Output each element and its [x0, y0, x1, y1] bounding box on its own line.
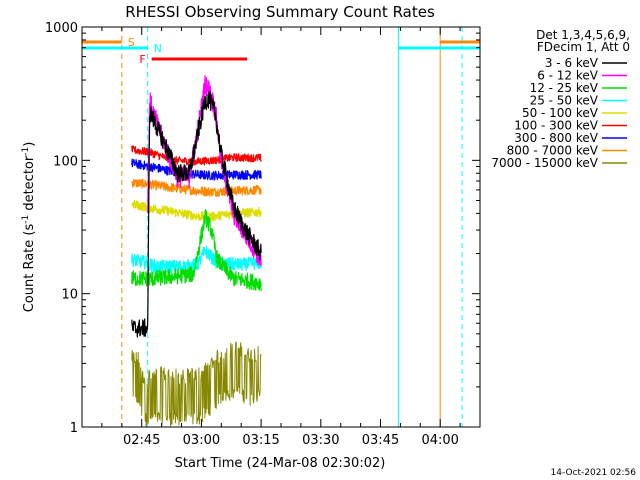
- x-tick-label-3: 03:30: [302, 433, 339, 448]
- legend-entry-3: 25 - 50 keV: [530, 94, 599, 108]
- x-axis-label: Start Time (24-Mar-08 02:30:02): [175, 456, 386, 471]
- y-axis-label-mid: detector: [22, 155, 37, 215]
- x-tick-label-4: 03:45: [362, 433, 399, 448]
- legend-entry-6: 300 - 800 keV: [514, 131, 598, 145]
- axes-layer: 02:45 03:00 03:15 03:30 03:45 04:00 1 10 100 1000: [45, 21, 480, 448]
- series-line-8: [131, 341, 262, 427]
- y-tick-label-1: 10: [61, 288, 78, 303]
- series-line-2: [131, 209, 262, 292]
- legend-entry-8: 7000 - 15000 keV: [491, 156, 598, 170]
- series-line-6: [131, 158, 262, 181]
- legend-header-1: FDecim 1, Att 0: [537, 40, 630, 54]
- legend: Det 1,3,4,5,6,9,FDecim 1, Att 0 3 - 6 keV…: [491, 28, 630, 170]
- legend-header-0: Det 1,3,4,5,6,9,: [536, 28, 630, 42]
- legend-entry-4: 50 - 100 keV: [522, 106, 599, 120]
- x-tick-label-1: 03:00: [183, 433, 220, 448]
- series-line-4: [131, 199, 262, 222]
- y-axis-label-sup1: -1: [21, 215, 31, 224]
- flag-F-label: F: [139, 53, 145, 66]
- y-tick-label-2: 100: [53, 154, 78, 169]
- chart-title: RHESSI Observing Summary Count Rates: [125, 3, 435, 21]
- series-line-5: [131, 145, 262, 166]
- y-axis-label-main: Count Rate (s: [22, 224, 37, 313]
- flag-N-label: N: [154, 42, 162, 55]
- y-axis-label: Count Rate (s-1 detector-1): [21, 142, 37, 313]
- series-layer: [131, 75, 262, 427]
- x-tick-label-0: 02:45: [123, 433, 160, 448]
- y-tick-label-0: 1: [70, 421, 78, 436]
- y-axis-label-end: ): [22, 142, 37, 147]
- x-tick-label-5: 04:00: [421, 433, 458, 448]
- y-axis-label-sup2: -1: [21, 147, 31, 156]
- flag-S-label: S: [128, 36, 135, 49]
- series-line-7: [131, 178, 262, 197]
- generated-timestamp: 14-Oct-2021 02:56: [551, 468, 637, 478]
- legend-entry-0: 3 - 6 keV: [545, 56, 599, 70]
- flags-layer: S NF: [82, 27, 480, 427]
- y-tick-label-3: 1000: [45, 21, 78, 36]
- legend-entry-2: 12 - 25 keV: [530, 81, 599, 95]
- legend-entry-5: 100 - 300 keV: [514, 119, 598, 133]
- legend-entry-1: 6 - 12 keV: [537, 69, 599, 83]
- legend-entry-7: 800 - 7000 keV: [507, 144, 599, 158]
- x-tick-label-2: 03:15: [242, 433, 279, 448]
- series-line-0: [131, 91, 262, 338]
